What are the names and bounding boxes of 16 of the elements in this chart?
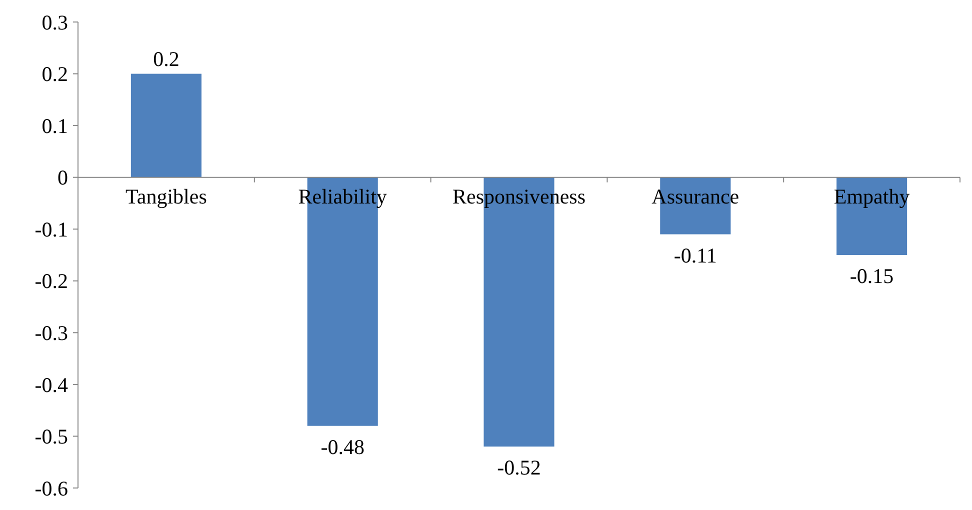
y-tick-label: 0.3 xyxy=(42,10,68,34)
y-tick-label: -0.2 xyxy=(34,269,68,294)
data-label: -0.52 xyxy=(497,456,541,480)
data-label: -0.15 xyxy=(850,264,894,288)
data-label: -0.48 xyxy=(320,434,364,459)
y-tick-label: 0.1 xyxy=(42,114,68,138)
y-tick-label: -0.5 xyxy=(34,424,68,449)
data-label: 0.2 xyxy=(153,46,180,71)
y-tick-label: -0.6 xyxy=(34,476,68,500)
y-tick-label: 0.2 xyxy=(42,62,68,86)
y-tick-label: -0.4 xyxy=(34,372,68,397)
data-label: -0.11 xyxy=(674,243,717,268)
y-tick-label: -0.3 xyxy=(34,321,68,346)
y-tick-label: -0.1 xyxy=(34,217,68,242)
y-tick-label: 0 xyxy=(58,166,68,190)
x-tick-label: Tangibles xyxy=(126,184,207,208)
